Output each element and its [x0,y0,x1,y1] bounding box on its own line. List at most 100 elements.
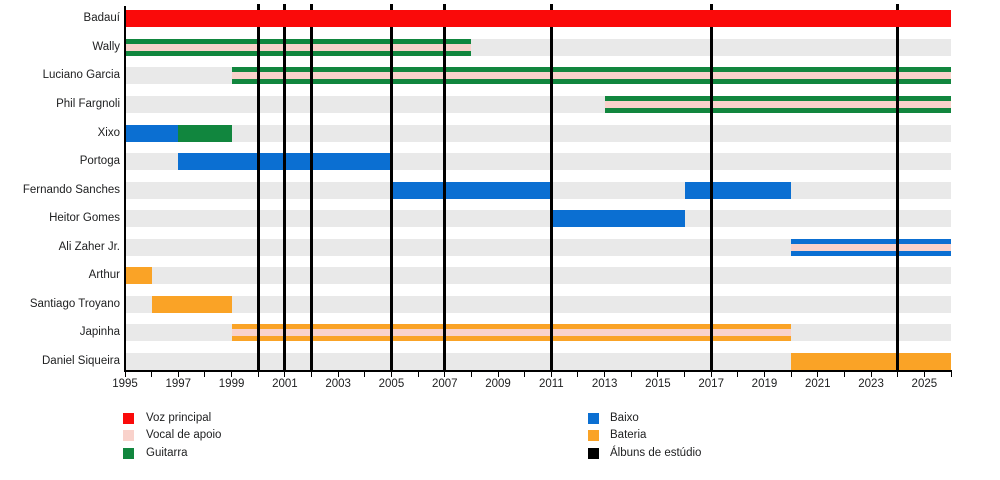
x-tick [897,372,899,377]
x-tick-label: 2005 [378,378,405,390]
member-row-track [125,352,951,370]
x-tick [311,372,313,377]
x-tick-label: 2019 [751,378,778,390]
legend-label: Voz principal [146,411,212,424]
timeline-bar [125,38,472,56]
x-tick-label: 2013 [591,378,618,390]
album-line [709,4,713,370]
member-label: Wally [92,40,120,53]
x-tick [337,372,339,377]
x-tick [204,372,206,377]
x-tick [604,372,606,377]
legend-swatch--lbuns-de-est-dio [588,447,599,459]
timeline-bar [684,181,792,199]
x-tick [950,372,952,377]
x-tick [444,372,446,377]
x-tick-label: 1999 [218,378,245,390]
x-tick-label: 2003 [325,378,351,390]
x-tick [737,372,739,377]
album-line [896,4,900,370]
x-tick [630,372,632,377]
x-tick-label: 2017 [698,378,724,390]
legend-label: Vocal de apoio [146,429,222,441]
timeline-bar [151,295,232,313]
x-tick [177,372,179,377]
x-tick [657,372,659,377]
y-axis-line [124,6,126,370]
member-row-track [125,124,951,142]
x-tick [151,372,153,377]
x-tick [817,372,819,377]
timeline-bar [231,67,951,85]
member-label: Badauí [83,12,120,25]
x-tick [923,372,925,377]
vocal-apoio-stripe [125,43,472,51]
legend-swatch-voz-principal [123,412,134,424]
timeline-bar [125,10,951,28]
x-tick [417,372,419,377]
x-tick [550,372,552,377]
x-tick [284,372,286,377]
album-line [256,4,260,370]
member-row-track [125,295,951,313]
x-tick-label: 2001 [272,378,298,390]
timeline-bar [178,124,232,142]
legend-label: Álbuns de estúdio [610,446,702,459]
member-row-track [125,238,951,256]
timeline-bar [125,124,179,142]
vocal-apoio-stripe [231,72,951,80]
x-tick [364,372,366,377]
legend-label: Guitarra [146,446,188,459]
vocal-apoio-stripe [791,243,951,251]
x-tick [710,372,712,377]
album-line [283,4,287,370]
album-line [443,4,447,370]
x-tick-label: 2007 [431,378,458,390]
member-label: Fernando Sanches [22,183,120,196]
timeline-bar [231,324,792,342]
x-tick [763,372,765,377]
member-label: Phil Fargnoli [56,97,120,110]
member-label: Japinha [79,326,120,339]
x-tick-label: 2015 [645,378,671,390]
x-tick [470,372,472,377]
x-tick [497,372,499,377]
x-tick-label: 2021 [804,378,831,390]
x-tick [790,372,792,377]
x-tick-label: 2025 [911,378,938,390]
member-label: Daniel Siqueira [42,354,120,367]
x-tick [124,372,126,377]
legend-swatch-baixo [588,412,599,424]
x-tick [577,372,579,377]
member-row-track [125,210,951,228]
x-tick-label: 2009 [485,378,511,390]
legend-swatch-vocal-de-apoio [123,430,134,441]
timeline-bar [551,210,685,228]
album-line [310,4,314,370]
legend-swatch-bateria [588,430,599,441]
timeline-bar [604,95,951,113]
album-line [389,4,393,370]
member-label: Xixo [97,126,120,139]
timeline-bar [125,267,152,285]
timeline-bar [791,238,951,256]
x-tick [843,372,845,377]
member-label: Luciano Garcia [42,69,120,82]
x-tick-label: 2023 [858,378,884,390]
vocal-apoio-stripe [604,100,951,108]
member-label: Heitor Gomes [49,212,120,225]
x-tick [257,372,259,377]
member-label: Santiago Troyano [29,297,120,310]
legend-swatch-guitarra [123,447,134,459]
member-row-track [125,267,951,285]
member-label: Ali Zaher Jr. [58,240,120,253]
x-tick-label: 1997 [165,378,192,390]
x-axis-line [124,370,952,372]
x-tick [524,372,526,377]
x-tick-label: 1995 [112,378,138,390]
legend-label: Baixo [610,411,639,424]
x-tick [231,372,233,377]
timeline-bar [791,352,951,370]
legend-label: Bateria [610,429,647,441]
